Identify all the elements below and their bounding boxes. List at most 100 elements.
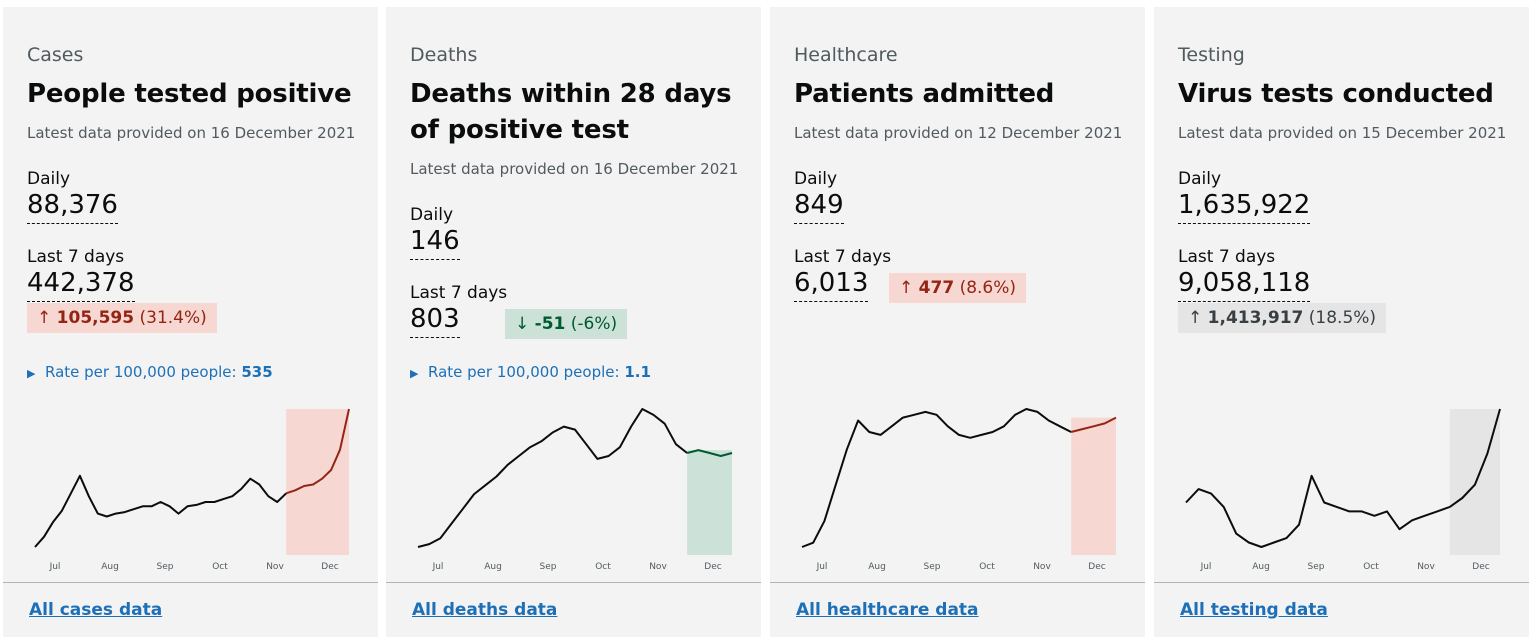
latest-period-highlight <box>1449 409 1500 555</box>
x-tick-label: Nov <box>1417 562 1435 572</box>
arrow-down-icon: ↓ <box>515 314 530 334</box>
trend-line <box>1185 474 1451 548</box>
daily-value[interactable]: 849 <box>794 189 844 224</box>
change-percent: (18.5%) <box>1308 308 1377 328</box>
card-title: People tested positive <box>27 79 352 109</box>
trend-line <box>417 408 688 548</box>
x-tick-label: Dec <box>704 562 721 572</box>
daily-value[interactable]: 146 <box>410 225 460 260</box>
rate-value: 1.1 <box>624 363 651 381</box>
x-tick-label: Jul <box>1200 562 1212 572</box>
x-tick-label: Oct <box>212 562 228 572</box>
change-badge: ↑ 1,413,917 (18.5%) <box>1178 303 1387 333</box>
latest-date: Latest data provided on 16 December 2021 <box>27 124 356 142</box>
rate-toggle[interactable]: ▶ Rate per 100,000 people: 1.1 <box>410 363 651 381</box>
x-tick-label: Sep <box>540 562 557 572</box>
change-amount: -51 <box>534 314 566 334</box>
trend-line <box>801 408 1072 548</box>
daily-value[interactable]: 1,635,922 <box>1178 189 1311 224</box>
card-title: Virus tests conducted <box>1178 79 1494 109</box>
x-tick-label: Nov <box>649 562 667 572</box>
daily-label: Daily <box>27 169 71 189</box>
change-amount: 1,413,917 <box>1207 308 1304 328</box>
x-tick-label: Nov <box>1033 562 1051 572</box>
card-title: Deaths within 28 days of positive test <box>410 79 732 145</box>
metrics-block: Latest data provided on 16 December 2021… <box>27 123 362 381</box>
testing-chart: Jul Aug Sep Oct Nov Dec <box>1180 397 1525 577</box>
daily-label: Daily <box>1178 169 1222 189</box>
week-value[interactable]: 6,013 <box>794 267 869 302</box>
rate-value: 535 <box>241 363 273 381</box>
trend-line <box>34 474 287 548</box>
card-testing: Testing Virus tests conducted Latest dat… <box>1154 7 1529 637</box>
card-category: Cases <box>27 44 84 66</box>
recent-trend-line <box>285 408 350 495</box>
x-tick-label: Dec <box>321 562 338 572</box>
daily-label: Daily <box>794 169 838 189</box>
change-amount: 477 <box>918 278 955 298</box>
x-tick-label: Dec <box>1088 562 1105 572</box>
x-tick-label: Nov <box>266 562 284 572</box>
x-tick-label: Oct <box>595 562 611 572</box>
x-tick-label: Oct <box>1363 562 1379 572</box>
x-tick-label: Aug <box>484 562 502 572</box>
rate-label: Rate per 100,000 people: <box>45 363 237 381</box>
change-percent: (8.6%) <box>959 278 1017 298</box>
week-value[interactable]: 442,378 <box>27 267 135 302</box>
triangle-right-icon: ▶ <box>410 367 419 380</box>
cases-chart: Jul Aug Sep Oct Nov Dec <box>29 397 374 577</box>
triangle-right-icon: ▶ <box>27 367 36 380</box>
card-category: Testing <box>1178 44 1245 66</box>
sparkline-svg: Jul Aug Sep Oct Nov Dec <box>34 408 350 572</box>
latest-date: Latest data provided on 16 December 2021 <box>410 160 739 178</box>
all-healthcare-data-link[interactable]: All healthcare data <box>796 600 979 620</box>
healthcare-chart: Jul Aug Sep Oct Nov Dec <box>796 397 1141 577</box>
recent-trend-line <box>686 449 733 457</box>
daily-value[interactable]: 88,376 <box>27 189 118 224</box>
card-healthcare: Healthcare Patients admitted Latest data… <box>770 7 1145 637</box>
metrics-block: Latest data provided on 15 December 2021… <box>1178 123 1513 333</box>
card-cases: Cases People tested positive Latest data… <box>3 7 378 637</box>
week-value[interactable]: 9,058,118 <box>1178 267 1311 302</box>
x-tick-label: Aug <box>868 562 886 572</box>
all-testing-data-link[interactable]: All testing data <box>1180 600 1328 620</box>
latest-period-highlight <box>1071 417 1116 555</box>
week-label: Last 7 days <box>794 247 892 267</box>
all-deaths-data-link[interactable]: All deaths data <box>412 600 558 620</box>
card-category: Healthcare <box>794 44 898 66</box>
change-amount: 105,595 <box>56 308 135 328</box>
x-tick-label: Jul <box>432 562 444 572</box>
sparkline-svg: Jul Aug Sep Oct Nov Dec <box>417 408 733 572</box>
x-tick-label: Sep <box>1308 562 1325 572</box>
week-value[interactable]: 803 <box>410 303 460 338</box>
change-percent: (31.4%) <box>139 308 207 328</box>
arrow-up-icon: ↑ <box>1188 308 1203 328</box>
daily-label: Daily <box>410 205 454 225</box>
change-badge: ↑ 477 (8.6%) <box>889 273 1027 303</box>
week-label: Last 7 days <box>1178 247 1276 267</box>
divider <box>1154 582 1529 583</box>
deaths-chart: Jul Aug Sep Oct Nov Dec <box>412 397 757 577</box>
x-tick-label: Oct <box>979 562 995 572</box>
change-badge: ↓ -51 (-6%) <box>505 309 628 339</box>
rate-toggle[interactable]: ▶ Rate per 100,000 people: 535 <box>27 363 273 381</box>
divider <box>3 582 378 583</box>
sparkline-svg: Jul Aug Sep Oct Nov Dec <box>1185 408 1501 572</box>
metrics-block: Latest data provided on 16 December 2021… <box>410 159 745 381</box>
week-label: Last 7 days <box>27 247 125 267</box>
card-deaths: Deaths Deaths within 28 days of positive… <box>386 7 761 637</box>
divider <box>386 582 761 583</box>
card-title: Patients admitted <box>794 79 1055 109</box>
x-tick-label: Jul <box>816 562 828 572</box>
all-cases-data-link[interactable]: All cases data <box>29 600 163 620</box>
latest-date: Latest data provided on 12 December 2021 <box>794 124 1123 142</box>
card-category: Deaths <box>410 44 478 66</box>
x-tick-label: Jul <box>49 562 61 572</box>
x-tick-label: Sep <box>924 562 941 572</box>
metrics-block: Latest data provided on 12 December 2021… <box>794 123 1129 303</box>
rate-label: Rate per 100,000 people: <box>428 363 620 381</box>
x-tick-label: Aug <box>101 562 119 572</box>
latest-period-highlight <box>687 450 732 555</box>
sparkline-svg: Jul Aug Sep Oct Nov Dec <box>801 408 1117 572</box>
